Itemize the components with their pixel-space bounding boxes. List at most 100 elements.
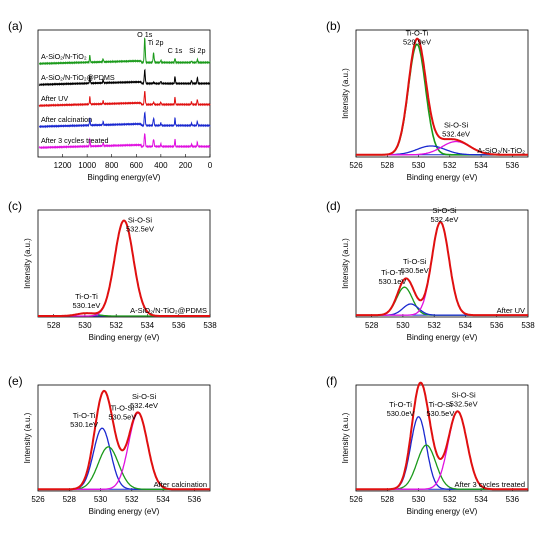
peak-curve-e [38,412,210,490]
x-tick-label-f: 532 [443,495,457,504]
x-tick-label-c: 532 [110,321,124,330]
x-axis-label-a: Bingding energy(eV) [88,173,161,182]
x-tick-label-a: 200 [179,161,193,170]
series-line-a [38,133,211,150]
peak-name-b: Ti-O-Ti [406,28,429,37]
x-tick-label-b: 532 [443,161,457,170]
peak-energy-b: 529.9eV [403,37,431,46]
x-tick-label-c: 534 [141,321,155,330]
x-tick-label-f: 530 [412,495,426,504]
x-tick-label-a: 0 [208,161,213,170]
series-label-a: After 3 cycles treated [41,136,109,145]
panel-label-c: (c) [8,199,22,213]
peak-name-d: Ti-O-Si [403,257,427,266]
series-line-a [38,91,211,108]
peak-energy-f: 532.5eV [450,400,478,409]
y-axis-label-f: Intensity (a.u.) [341,412,350,463]
sample-label-e: After calcination [154,480,207,489]
x-tick-label-a: 400 [154,161,168,170]
x-tick-label-e: 526 [31,495,45,504]
x-tick-label-f: 526 [349,495,363,504]
x-tick-label-c: 536 [172,321,186,330]
x-tick-label-d: 528 [365,321,379,330]
sample-label-b: A-SiO₂/N-TiO₂ [477,146,525,155]
panel-d: (d) 528 530 532 534 536 538 Binding energy (eV)… [326,199,535,342]
panel-label-a: (a) [8,19,23,33]
x-tick-label-e: 530 [94,495,108,504]
peak-label-a: Si 2p [189,46,205,55]
x-tick-label-a: 1000 [78,161,96,170]
x-tick-label-d: 534 [459,321,473,330]
peak-energy-c: 532.5eV [126,225,154,234]
y-axis-label-b: Intensity (a.u.) [341,68,350,119]
x-axis-label-c: Binding energy (eV) [89,333,160,342]
x-axis-label-e: Binding energy (eV) [89,507,160,516]
x-axis-label-f: Binding energy (eV) [407,507,478,516]
peak-name-f: Ti-O-Si [429,400,453,409]
series-line-a [39,37,211,66]
peak-label-a: Ti 2p [148,38,164,47]
peak-name-f: Si-O-Si [452,391,477,400]
peak-energy-b: 532.4eV [442,130,470,139]
x-tick-label-b: 534 [474,161,488,170]
peak-energy-d: 532.4eV [430,215,458,224]
x-tick-label-a: 800 [105,161,119,170]
x-tick-label-f: 528 [381,495,395,504]
peak-energy-c: 530.1eV [72,301,100,310]
peak-name-f: Ti-O-Ti [389,400,412,409]
series-label-a: A-SiO₂/N-TiO₂@PDMS [41,73,115,82]
plot-frame-f [355,384,529,492]
panel-e: (e) 526 528 530 532 534 536 Binding energy (eV)… [8,374,211,516]
plot-frame-a [37,29,211,158]
panel-a: (a) 1200 1000 800 600 400 200 0 Bingding energy(… [8,19,213,182]
y-axis-label-e: Intensity (a.u.) [23,412,32,463]
x-tick-label-b: 536 [506,161,520,170]
panel-b: (b) 526 528 530 532 534 536 Binding energy (eV)… [326,19,529,182]
x-tick-label-d: 532 [428,321,442,330]
peak-name-c: Ti-O-Ti [75,292,98,301]
x-tick-label-d: 538 [521,321,535,330]
x-tick-label-e: 528 [63,495,77,504]
plot-frame-e [37,384,211,492]
peak-energy-e: 530.1eV [70,420,98,429]
peak-energy-f: 530.0eV [387,409,415,418]
peak-curve-c [38,219,210,317]
panel-c: (c) 528 530 532 534 536 538 Binding energy (eV)… [8,199,217,342]
x-axis-label-b: Binding energy (eV) [407,173,478,182]
envelope-curve-b [356,37,528,156]
panel-label-e: (e) [8,374,23,388]
peak-energy-f: 530.5eV [426,409,454,418]
series-line-a [38,68,211,87]
series-label-a: After calcination [41,115,92,124]
series-label-a: After UV [41,94,68,103]
x-tick-label-f: 534 [474,495,488,504]
plot-frame-d [355,209,529,318]
peak-name-d: Ti-O-Ti [381,268,404,277]
x-tick-label-b: 528 [381,161,395,170]
x-tick-label-e: 534 [156,495,170,504]
envelope-curve-f [356,381,528,491]
peak-energy-d: 530.1eV [378,277,406,286]
peak-name-d: Si-O-Si [432,206,457,215]
envelope-curve-d [356,221,528,317]
series-label-a: A-SiO₂/N-TiO₂ [41,52,87,61]
peak-name-e: Si-O-Si [132,392,157,401]
peak-energy-e: 532.4eV [130,401,158,410]
series-line-a [39,111,211,129]
y-axis-label-c: Intensity (a.u.) [23,238,32,289]
peak-name-b: Si-O-Si [444,121,469,130]
sample-label-f: After 3 cycles treated [455,480,525,489]
x-tick-label-e: 532 [125,495,139,504]
peak-name-e: Ti-O-Ti [73,411,96,420]
plot-frame-c [37,209,211,318]
x-tick-label-b: 530 [412,161,426,170]
peak-label-a: C 1s [168,46,183,55]
peak-name-c: Si-O-Si [128,216,153,225]
x-tick-label-f: 536 [506,495,520,504]
x-tick-label-e: 536 [188,495,202,504]
x-tick-label-a: 1200 [54,161,72,170]
peak-name-e: Ti-O-Si [111,403,135,412]
panel-label-f: (f) [326,374,337,388]
